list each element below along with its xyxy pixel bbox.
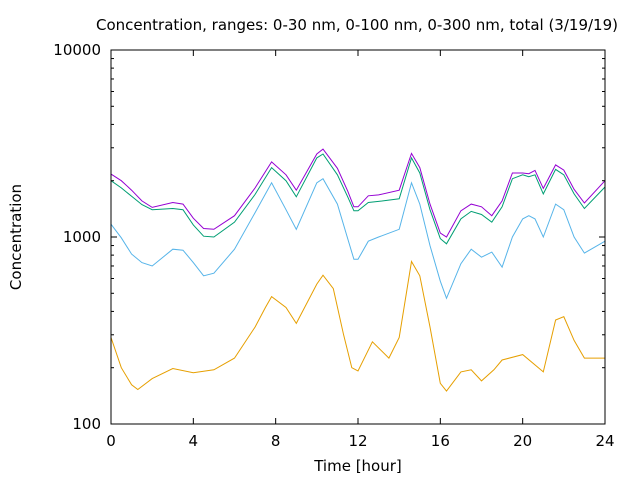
x-axis-label: Time [hour] <box>313 457 402 475</box>
x-tick-label: 8 <box>271 432 281 450</box>
y-tick-label: 1000 <box>63 228 101 246</box>
y-axis-label: Concentration <box>7 184 25 290</box>
x-tick-label: 12 <box>348 432 367 450</box>
series-line-4 <box>110 148 606 238</box>
series-line-3 <box>110 153 606 245</box>
series-line-1 <box>110 260 605 392</box>
plot-frame <box>110 49 606 425</box>
x-tick-label: 4 <box>189 432 199 450</box>
chart-title: Concentration, ranges: 0-30 nm, 0-100 nm… <box>96 16 618 34</box>
series-layer <box>110 148 606 392</box>
x-tick-label: 20 <box>513 432 532 450</box>
x-tick-label: 0 <box>106 432 116 450</box>
y-tick-label: 100 <box>72 415 101 433</box>
x-tick-label: 24 <box>595 432 614 450</box>
series-line-2 <box>110 177 606 300</box>
x-tick-label: 16 <box>431 432 450 450</box>
y-tick-label: 10000 <box>53 41 101 59</box>
